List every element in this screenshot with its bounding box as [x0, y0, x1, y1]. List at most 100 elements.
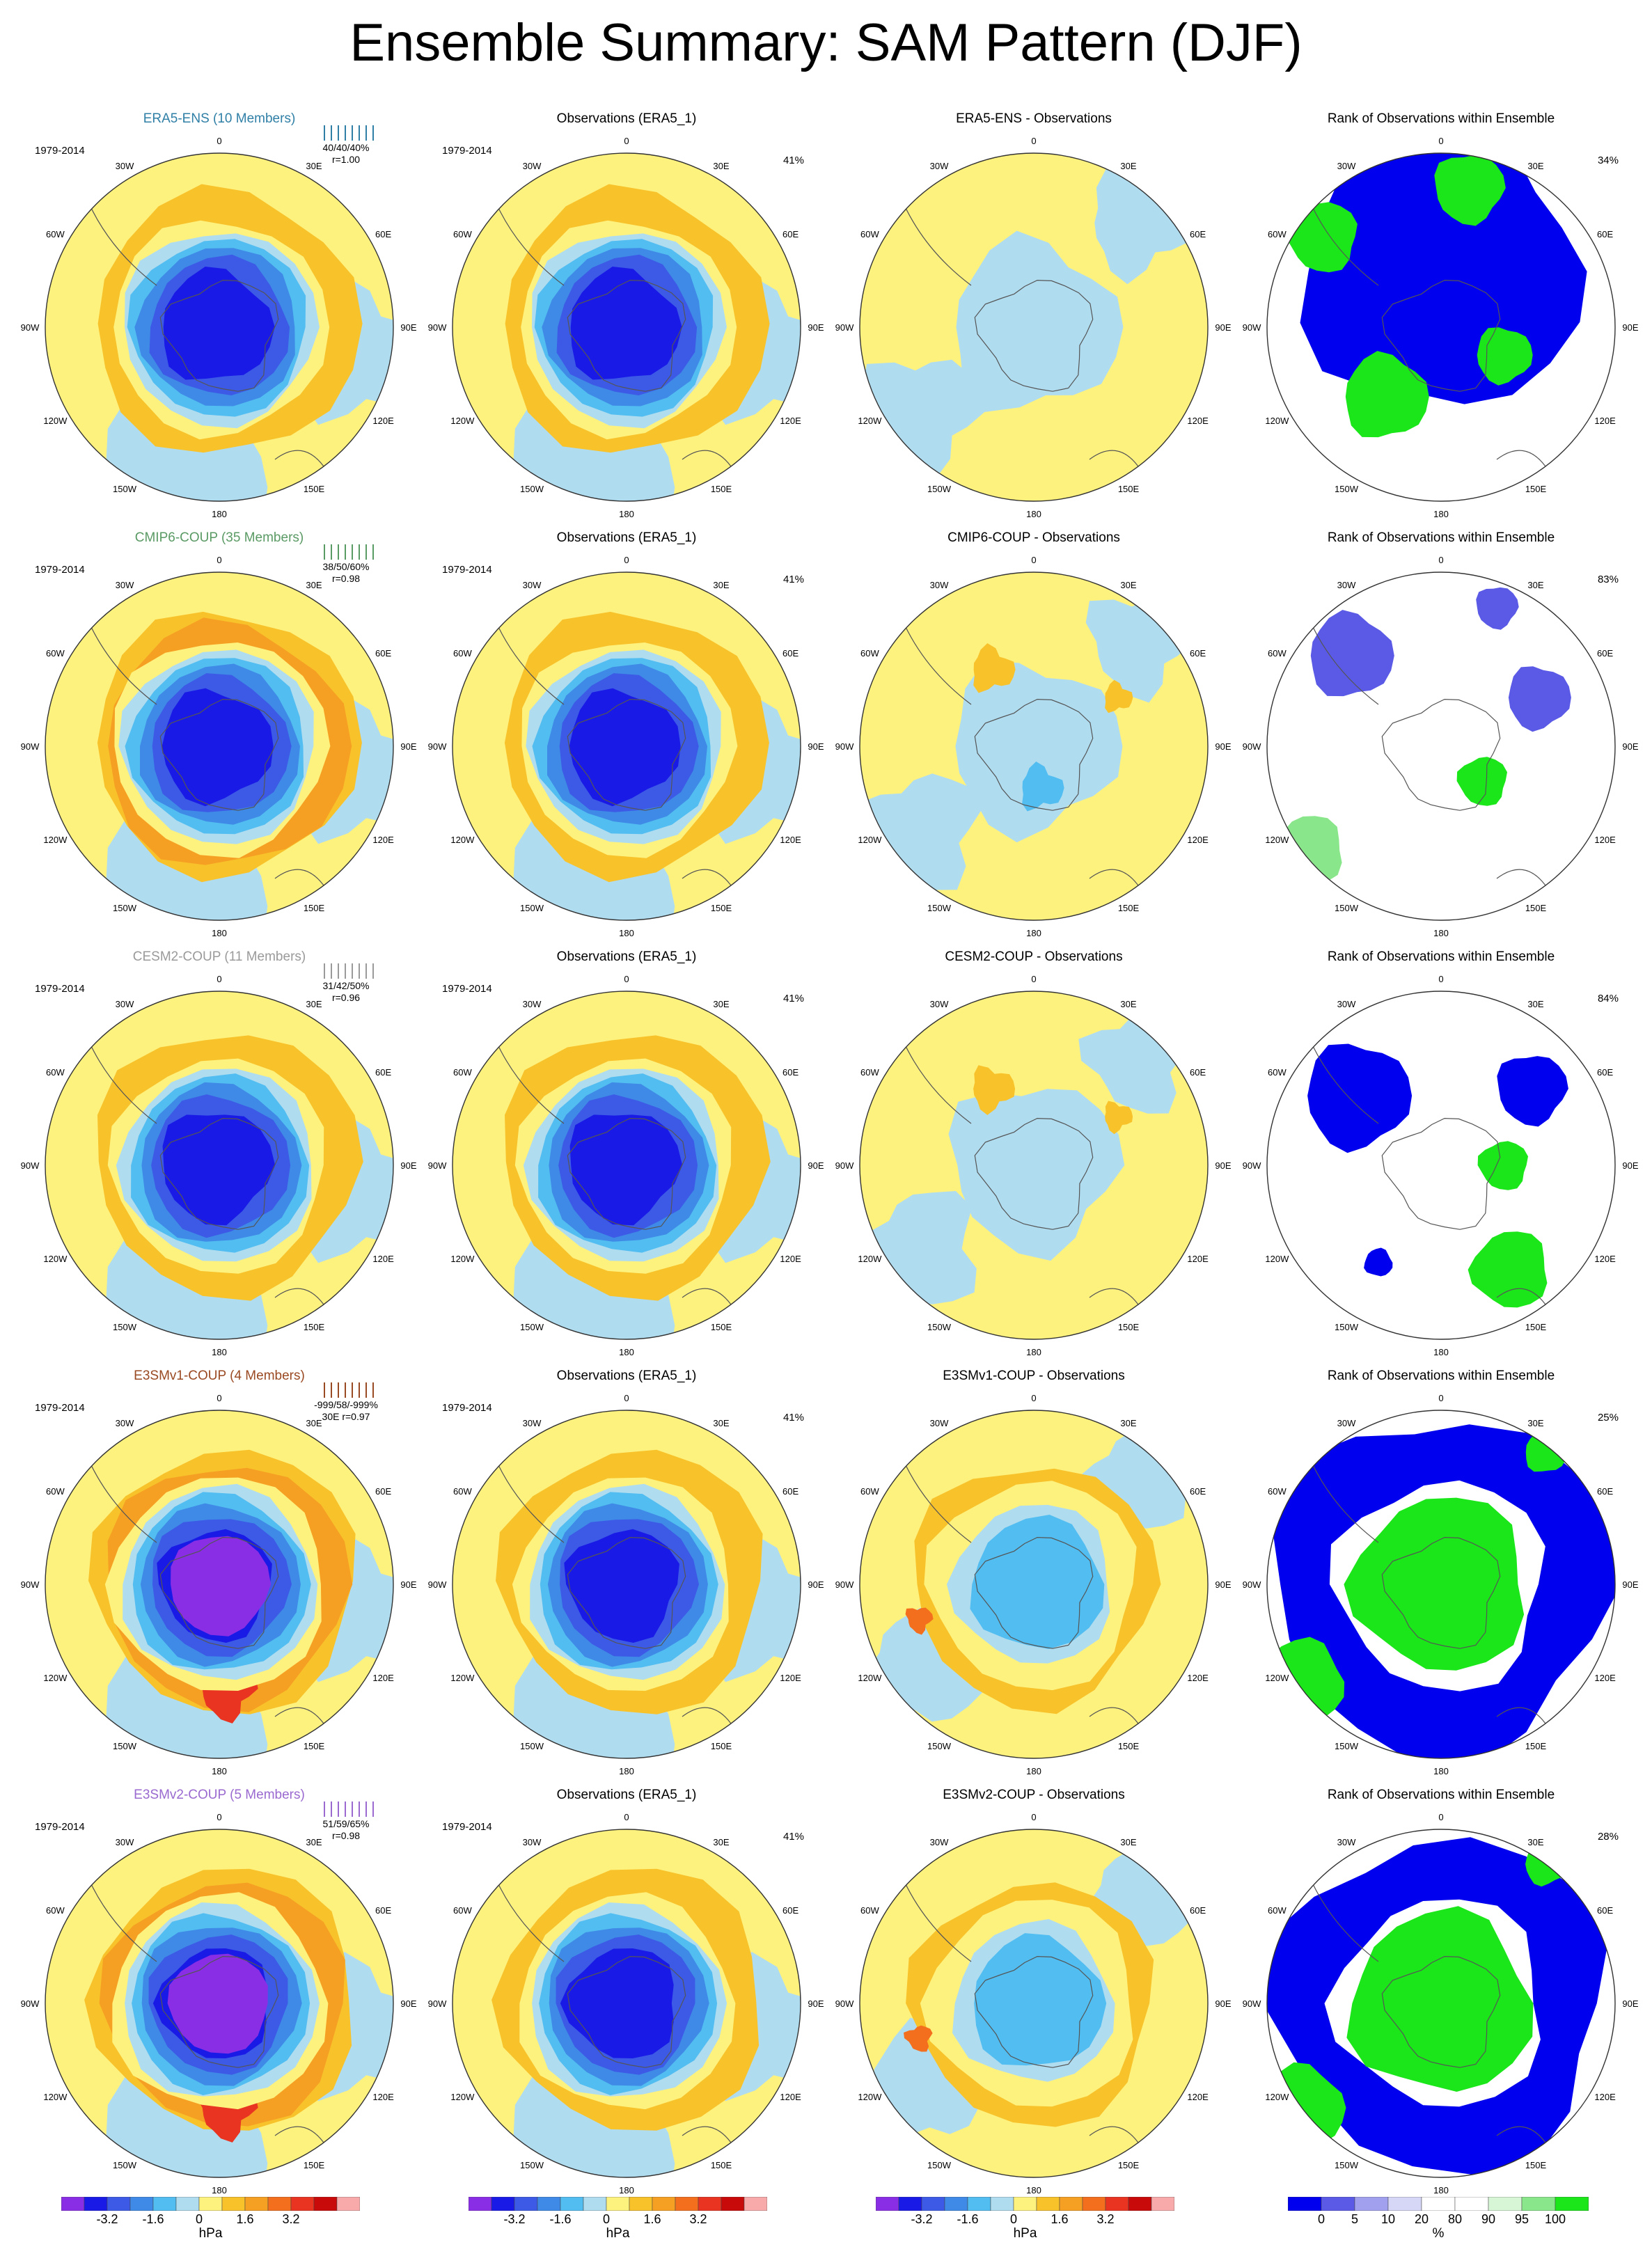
panel-title: Rank of Observations within Ensemble [1327, 1369, 1555, 1383]
colorbar-swatch [290, 2196, 315, 2211]
map-boundary [859, 152, 1209, 502]
colorbar-swatch [1082, 2196, 1106, 2211]
longitude-label: 150W [1335, 484, 1359, 494]
longitude-label: 90W [428, 1160, 447, 1171]
antarctica-coastline [1381, 1536, 1501, 1649]
new-zealand-coastline [1089, 2126, 1139, 2143]
diff-panel-row-4: 0 30E 60E 90E 120E 150E 180 150W 120W 90W 60W 30W E3… [828, 1369, 1239, 1786]
colorbar-unit: hPa [1013, 2226, 1037, 2241]
longitude-label: 150E [304, 2160, 325, 2170]
longitude-label: 120W [43, 1673, 68, 1683]
colorbar-tick-label: 80 [1447, 2212, 1463, 2226]
new-zealand-coastline [1496, 450, 1546, 467]
colorbar-swatch [313, 2196, 338, 2211]
longitude-label: 60W [860, 1905, 879, 1916]
obs-panel-row-1: 0 30E 60E 90E 120E 150E 180 150W 120W 90W 60W 30W Ob… [421, 111, 832, 529]
longitude-label: 120E [372, 1673, 394, 1683]
member-ticks [324, 963, 374, 979]
longitude-label: 120E [372, 416, 394, 426]
longitude-label: 90E [1622, 1579, 1638, 1590]
longitude-label: 90W [1243, 741, 1261, 752]
panel-title: E3SMv1-COUP (4 Members) [134, 1369, 305, 1383]
colorbar-swatch [898, 2196, 922, 2211]
colorbar-swatch [61, 2196, 85, 2211]
panel-title: E3SMv2-COUP - Observations [943, 1788, 1125, 1802]
longitude-label: 30W [1337, 580, 1356, 590]
longitude-label: 90W [428, 1998, 447, 2009]
longitude-label: 0 [624, 974, 629, 984]
new-zealand-coastline [1089, 1707, 1139, 1724]
colorbar-swatch [990, 2196, 1014, 2211]
diff-panel-row-5: 0 30E 60E 90E 120E 150E 180 150W 120W 90W 60W 30W E3… [828, 1788, 1239, 2205]
colorbar-tick-label: 0 [602, 2212, 610, 2226]
longitude-label: 60W [453, 648, 472, 659]
longitude-label: 0 [217, 974, 221, 984]
map-boundary [1266, 152, 1616, 502]
longitude-label: 150E [304, 484, 325, 494]
longitude-label: 30E [1120, 999, 1136, 1009]
colorbar-swatch [152, 2196, 177, 2211]
longitude-label: 30W [930, 999, 949, 1009]
longitude-label: 150W [927, 903, 952, 913]
longitude-label: 60W [453, 1486, 472, 1497]
map-boundary [1266, 991, 1616, 1340]
antarctica-coastline [159, 279, 279, 392]
rank-map: 0 30E 60E 90E 120E 150E 180 150W 120W 90W 60W 30W [1243, 136, 1639, 519]
longitude-label: 60W [1268, 1486, 1287, 1497]
longitude-label: 120W [43, 835, 68, 845]
antarctica-coastline [1381, 698, 1501, 811]
longitude-label: 30W [523, 1418, 542, 1428]
longitude-label: 180 [1433, 2185, 1449, 2195]
longitude-label: 120E [780, 416, 801, 426]
longitude-label: 150W [113, 1322, 137, 1332]
longitude-label: 180 [1026, 2185, 1041, 2195]
colorbar-swatch [583, 2196, 607, 2211]
longitude-label: 30W [116, 1837, 134, 1847]
longitude-label: 60E [782, 1486, 799, 1497]
longitude-label: 120E [1187, 1254, 1209, 1264]
longitude-label: 150E [1525, 1741, 1547, 1751]
colorbar-tick-label: 3.2 [689, 2212, 707, 2226]
colorbar-tick-label: 95 [1514, 2212, 1529, 2226]
longitude-label: 90W [835, 1998, 854, 2009]
longitude-label: 120W [450, 416, 475, 426]
longitude-label: 150W [520, 1322, 544, 1332]
longitude-label: 180 [1433, 1766, 1449, 1776]
longitude-label: 120E [1594, 1254, 1616, 1264]
longitude-label: 30E [1120, 1837, 1136, 1847]
longitude-label: 30E [306, 999, 322, 1009]
longitude-label: 120E [780, 835, 801, 845]
colorbar-swatch [1105, 2196, 1129, 2211]
longitude-label: 30W [930, 161, 949, 171]
ensemble-stats: 40/40/40% r=1.00 [322, 142, 370, 165]
map-boundary [452, 1829, 801, 2178]
longitude-label: 120E [372, 835, 394, 845]
longitude-label: 60E [782, 229, 799, 239]
obs-panel-row-3: 0 30E 60E 90E 120E 150E 180 150W 120W 90W 60W 30W Ob… [421, 949, 832, 1367]
longitude-label: 60W [453, 1905, 472, 1916]
map-boundary [45, 571, 394, 921]
rank-map: 0 30E 60E 90E 120E 150E 180 150W 120W 90W 60W 30W [1243, 974, 1639, 1357]
longitude-label: 60E [1597, 648, 1613, 659]
ensemble-panel-row-5: 0 30E 60E 90E 120E 150E 180 150W 120W 90W 60W 30W E3… [14, 1788, 425, 2205]
longitude-label: 90E [808, 322, 824, 333]
diff-panel-row-1: 0 30E 60E 90E 120E 150E 180 150W 120W 90W 60W 30W ER… [828, 111, 1239, 529]
colorbar-swatch [1421, 2196, 1456, 2211]
panel-title: CESM2-COUP - Observations [945, 949, 1123, 964]
ensemble-map: 0 30E 60E 90E 120E 150E 180 150W 120W 90W 60W 30W [21, 1393, 417, 1776]
antarctica-coastline [974, 698, 1094, 811]
map-boundary [45, 1410, 394, 1759]
longitude-label: 150E [304, 1322, 325, 1332]
ensemble-map: 0 30E 60E 90E 120E 150E 180 150W 120W 90W 60W 30W [21, 974, 417, 1357]
longitude-label: 90W [21, 1160, 40, 1171]
longitude-label: 0 [624, 555, 629, 565]
panel-title: E3SMv2-COUP (5 Members) [134, 1788, 305, 1802]
longitude-label: 150W [927, 2160, 952, 2170]
antarctica-coastline [567, 1955, 686, 2068]
ensemble-panel-row-1: 0 30E 60E 90E 120E 150E 180 150W 120W 90W 60W 30W ER… [14, 111, 425, 529]
longitude-label: 120W [1265, 1254, 1289, 1264]
longitude-label: 90E [808, 1160, 824, 1171]
member-ticks [324, 1382, 374, 1398]
longitude-label: 180 [212, 509, 227, 519]
